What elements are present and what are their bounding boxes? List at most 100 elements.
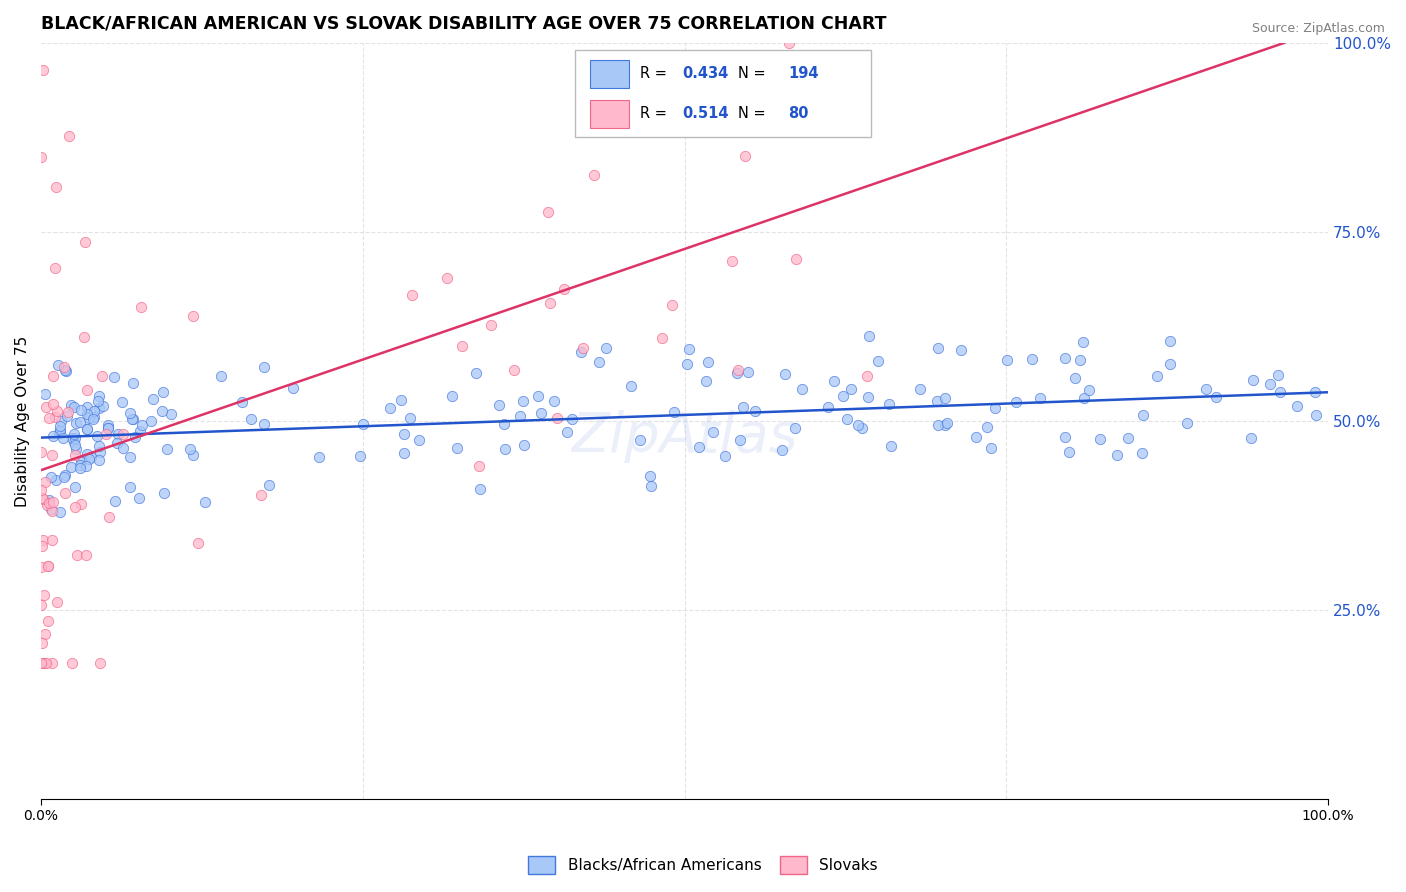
Point bbox=[75, 235, 97, 250]
Point bbox=[94, 427, 117, 442]
Point bbox=[785, 252, 807, 266]
Point bbox=[588, 355, 610, 369]
Point bbox=[183, 310, 205, 324]
Point bbox=[817, 401, 839, 415]
Point bbox=[408, 433, 430, 447]
Point bbox=[48, 425, 70, 440]
Point bbox=[39, 502, 62, 516]
Point bbox=[935, 416, 957, 430]
Point bbox=[41, 656, 63, 670]
Point bbox=[65, 417, 87, 431]
Point bbox=[97, 421, 120, 435]
Point bbox=[34, 587, 56, 601]
Point bbox=[103, 370, 125, 384]
Point bbox=[561, 412, 583, 426]
Point bbox=[153, 486, 176, 500]
Point bbox=[83, 409, 105, 424]
Point bbox=[34, 656, 56, 670]
Point bbox=[38, 492, 60, 507]
Point bbox=[231, 395, 253, 409]
Point bbox=[49, 424, 72, 438]
Point bbox=[34, 627, 56, 641]
Point bbox=[543, 393, 565, 408]
Point bbox=[1057, 444, 1080, 458]
Point bbox=[49, 419, 72, 434]
Point bbox=[31, 656, 53, 670]
Point bbox=[30, 560, 52, 574]
Point bbox=[949, 343, 972, 358]
Point bbox=[488, 398, 510, 412]
Point bbox=[465, 366, 488, 380]
Point bbox=[378, 401, 401, 415]
Point bbox=[152, 384, 174, 399]
Point bbox=[53, 363, 76, 377]
Text: N =: N = bbox=[738, 66, 770, 81]
Point bbox=[675, 357, 697, 371]
Point bbox=[34, 475, 56, 489]
Point bbox=[44, 260, 66, 275]
Point bbox=[111, 395, 134, 409]
Point bbox=[30, 656, 52, 670]
Point bbox=[63, 500, 86, 514]
Point bbox=[1029, 391, 1052, 405]
Point bbox=[72, 330, 94, 344]
Point bbox=[546, 410, 568, 425]
Point bbox=[37, 558, 59, 573]
Point bbox=[75, 549, 97, 563]
Point bbox=[179, 442, 201, 457]
Legend: Blacks/African Americans, Slovaks: Blacks/African Americans, Slovaks bbox=[522, 850, 884, 880]
Point bbox=[494, 442, 516, 456]
Point bbox=[250, 488, 273, 502]
Point bbox=[721, 253, 744, 268]
Point bbox=[55, 486, 77, 500]
Point bbox=[62, 656, 84, 670]
Point bbox=[42, 397, 65, 411]
Point bbox=[513, 438, 536, 452]
Point bbox=[120, 450, 142, 464]
Point bbox=[835, 412, 858, 426]
Point bbox=[156, 442, 179, 457]
Point bbox=[105, 435, 128, 450]
Point bbox=[82, 412, 104, 426]
Point bbox=[142, 392, 165, 406]
Point bbox=[87, 439, 110, 453]
Point bbox=[58, 128, 80, 143]
Point bbox=[121, 411, 143, 425]
Point bbox=[87, 401, 110, 415]
Point bbox=[107, 426, 129, 441]
Point bbox=[866, 353, 889, 368]
Point bbox=[436, 271, 458, 285]
Point bbox=[582, 168, 605, 182]
Point bbox=[856, 369, 879, 384]
Text: 194: 194 bbox=[789, 66, 818, 81]
Point bbox=[728, 433, 751, 447]
Point bbox=[572, 341, 595, 355]
Text: R =: R = bbox=[640, 106, 672, 121]
Point bbox=[77, 411, 100, 425]
Point bbox=[1205, 390, 1227, 404]
Point bbox=[63, 434, 86, 449]
Point bbox=[1241, 373, 1264, 387]
Point bbox=[112, 427, 135, 442]
Point bbox=[42, 495, 65, 509]
Point bbox=[645, 59, 668, 73]
Point bbox=[131, 417, 153, 432]
Point bbox=[661, 298, 683, 312]
Point bbox=[877, 397, 900, 411]
Point bbox=[44, 180, 66, 194]
Point bbox=[89, 445, 111, 459]
Point bbox=[1305, 385, 1327, 400]
Point bbox=[129, 301, 152, 315]
Text: 80: 80 bbox=[789, 106, 808, 121]
Point bbox=[734, 149, 756, 163]
Point bbox=[778, 36, 800, 50]
Point bbox=[399, 410, 422, 425]
Point bbox=[139, 414, 162, 428]
Point bbox=[31, 491, 53, 506]
Point bbox=[60, 459, 83, 474]
Point bbox=[62, 400, 84, 414]
Point bbox=[34, 387, 56, 401]
Point bbox=[858, 328, 880, 343]
Point bbox=[209, 368, 232, 383]
Point bbox=[118, 479, 141, 493]
